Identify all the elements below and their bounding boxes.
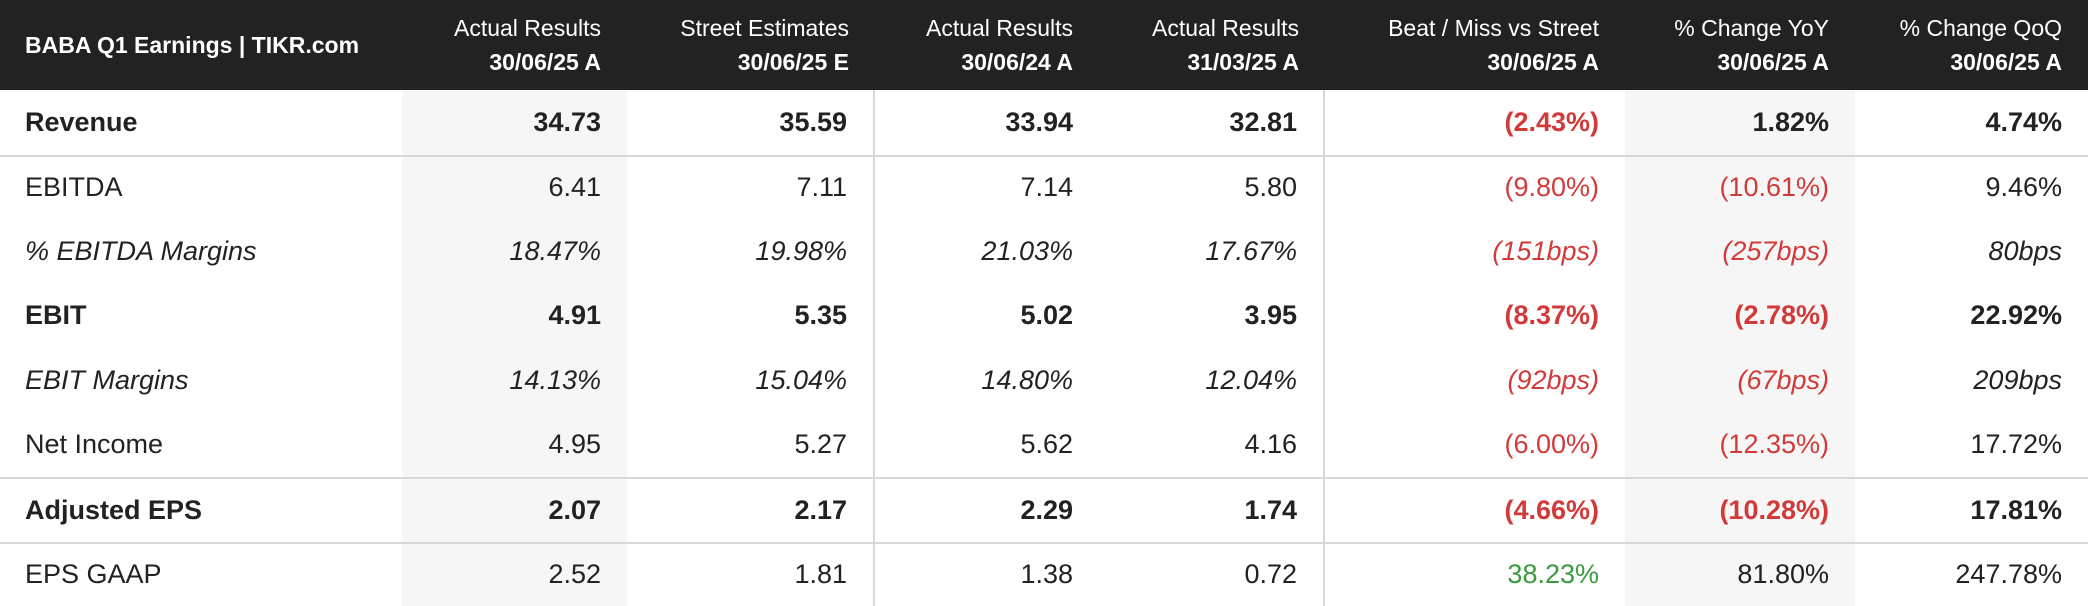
table-cell: 4.95 bbox=[402, 412, 627, 477]
table-cell: 7.11 bbox=[627, 154, 875, 219]
column-header-top: Street Estimates bbox=[680, 15, 849, 41]
column-header-bottom: 30/06/25 A bbox=[1717, 49, 1829, 75]
row-label: EBITDA bbox=[0, 154, 402, 220]
table-cell: 81.80% bbox=[1625, 541, 1855, 606]
table-cell: 33.94 bbox=[1005, 106, 1073, 137]
table-cell: 4.16 bbox=[1099, 412, 1325, 477]
column-header: Actual Results 31/03/25 A bbox=[1099, 0, 1325, 90]
table-cell: 15.04% bbox=[627, 348, 875, 413]
table-cell: 18.47% bbox=[402, 219, 627, 284]
table-cell: 17.81% bbox=[1855, 477, 2088, 542]
row-label: EBIT Margins bbox=[25, 364, 189, 395]
table-cell: (10.28%) bbox=[1625, 477, 1855, 542]
column-header-bottom: 30/06/25 E bbox=[737, 49, 849, 75]
table-cell: 17.72% bbox=[1970, 429, 2062, 460]
row-label: Adjusted EPS bbox=[0, 477, 402, 542]
table-cell: 19.98% bbox=[627, 219, 875, 284]
column-header-bottom: 30/06/25 A bbox=[1487, 49, 1599, 75]
row-label: EPS GAAP bbox=[0, 541, 402, 606]
table-cell: 14.80% bbox=[981, 364, 1073, 395]
table-cell: 4.74% bbox=[1985, 106, 2062, 137]
column-header-top: % Change QoQ bbox=[1899, 15, 2062, 41]
table-cell: 2.17 bbox=[627, 477, 875, 542]
table-cell: 1.74 bbox=[1099, 477, 1325, 542]
table-cell: 21.03% bbox=[981, 235, 1073, 266]
table-cell: 3.95 bbox=[1099, 283, 1325, 348]
table-cell: 35.59 bbox=[627, 90, 875, 155]
row-label: % EBITDA Margins bbox=[25, 235, 257, 266]
table-cell: 80bps bbox=[1988, 235, 2062, 266]
table-cell: 2.07 bbox=[402, 477, 627, 542]
table-cell: 1.38 bbox=[875, 541, 1099, 606]
column-header: % Change QoQ 30/06/25 A bbox=[1855, 0, 2088, 90]
row-label: EBIT bbox=[25, 300, 87, 331]
table-cell: 12.04% bbox=[1099, 348, 1325, 413]
column-header-top: Actual Results bbox=[453, 15, 601, 41]
column-header-top: Actual Results bbox=[1151, 15, 1299, 41]
table-cell: 5.02 bbox=[1020, 300, 1073, 331]
column-header: Beat / Miss vs Street 30/06/25 A bbox=[1325, 0, 1625, 90]
table-cell: 7.14 bbox=[875, 154, 1099, 220]
table-cell: (10.61%) bbox=[1625, 154, 1855, 219]
table-cell: (92bps) bbox=[1507, 364, 1599, 395]
table-cell: 32.81 bbox=[1099, 90, 1325, 155]
column-header: Street Estimates 30/06/25 E bbox=[627, 0, 875, 90]
table-cell: (12.35%) bbox=[1625, 412, 1855, 477]
row-label: Revenue bbox=[25, 106, 138, 137]
table-cell: 22.92% bbox=[1970, 300, 2062, 331]
column-header-bottom: 31/03/25 A bbox=[1187, 49, 1299, 75]
table-cell: 2.52 bbox=[402, 541, 627, 606]
table-cell: 1.81 bbox=[627, 541, 875, 606]
column-header-bottom: 30/06/24 A bbox=[961, 49, 1073, 75]
table-cell: 2.29 bbox=[875, 477, 1099, 542]
table-cell: 9.46% bbox=[1855, 154, 2088, 220]
table-cell: 247.78% bbox=[1855, 541, 2088, 606]
table-cell: (257bps) bbox=[1625, 219, 1855, 284]
column-header-bottom: 30/06/25 A bbox=[1950, 49, 2062, 75]
table-cell: (6.00%) bbox=[1504, 429, 1599, 460]
table-cell: 14.13% bbox=[402, 348, 627, 413]
table-cell: 5.27 bbox=[627, 412, 875, 477]
table-cell: (2.78%) bbox=[1625, 283, 1855, 348]
table-cell: (151bps) bbox=[1492, 235, 1599, 266]
table-cell: 34.73 bbox=[402, 90, 627, 155]
table-cell: 209bps bbox=[1973, 364, 2062, 395]
table-cell: 4.91 bbox=[402, 283, 627, 348]
table-cell: 6.41 bbox=[402, 154, 627, 219]
column-header-bottom: 30/06/25 A bbox=[489, 49, 601, 75]
column-header-top: % Change YoY bbox=[1674, 15, 1829, 41]
table-cell: (2.43%) bbox=[1504, 106, 1599, 137]
column-header-top: Beat / Miss vs Street bbox=[1388, 15, 1599, 41]
row-label: Net Income bbox=[25, 429, 164, 460]
table-cell: 0.72 bbox=[1099, 541, 1325, 606]
table-cell: 38.23% bbox=[1325, 541, 1625, 606]
table-cell: 17.67% bbox=[1099, 219, 1325, 284]
column-header: % Change YoY 30/06/25 A bbox=[1625, 0, 1855, 90]
table-cell: (67bps) bbox=[1625, 348, 1855, 413]
table-cell: (9.80%) bbox=[1325, 154, 1625, 220]
table-title: BABA Q1 Earnings | TIKR.com bbox=[0, 0, 402, 90]
table-cell: (8.37%) bbox=[1504, 300, 1599, 331]
column-header-top: Actual Results bbox=[925, 15, 1073, 41]
table-cell: 1.82% bbox=[1625, 90, 1855, 155]
column-header: Actual Results 30/06/24 A bbox=[875, 0, 1099, 90]
column-header: Actual Results 30/06/25 A bbox=[402, 0, 627, 90]
table-cell: 5.35 bbox=[627, 283, 875, 348]
table-cell: 5.80 bbox=[1099, 154, 1325, 219]
table-cell: 5.62 bbox=[1020, 429, 1073, 460]
table-cell: (4.66%) bbox=[1325, 477, 1625, 542]
